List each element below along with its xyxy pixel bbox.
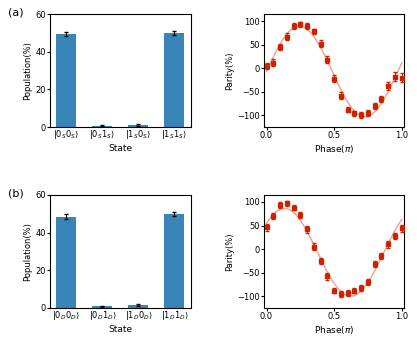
Y-axis label: Population(%): Population(%) bbox=[23, 41, 33, 100]
X-axis label: Phase($\pi$): Phase($\pi$) bbox=[314, 324, 354, 336]
Bar bbox=[164, 214, 184, 308]
Bar bbox=[93, 126, 112, 127]
X-axis label: State: State bbox=[108, 325, 133, 334]
Y-axis label: Population(%): Population(%) bbox=[23, 222, 33, 281]
Bar bbox=[56, 34, 76, 127]
Bar bbox=[128, 305, 148, 308]
X-axis label: Phase($\pi$): Phase($\pi$) bbox=[314, 143, 354, 155]
Bar bbox=[93, 306, 112, 308]
X-axis label: State: State bbox=[108, 144, 133, 153]
Text: (b): (b) bbox=[8, 188, 24, 198]
Text: (a): (a) bbox=[8, 7, 23, 17]
Y-axis label: Parity(%): Parity(%) bbox=[225, 51, 234, 90]
Bar bbox=[128, 125, 148, 127]
Bar bbox=[164, 33, 184, 127]
Bar bbox=[56, 217, 76, 308]
Y-axis label: Parity(%): Parity(%) bbox=[225, 232, 234, 271]
